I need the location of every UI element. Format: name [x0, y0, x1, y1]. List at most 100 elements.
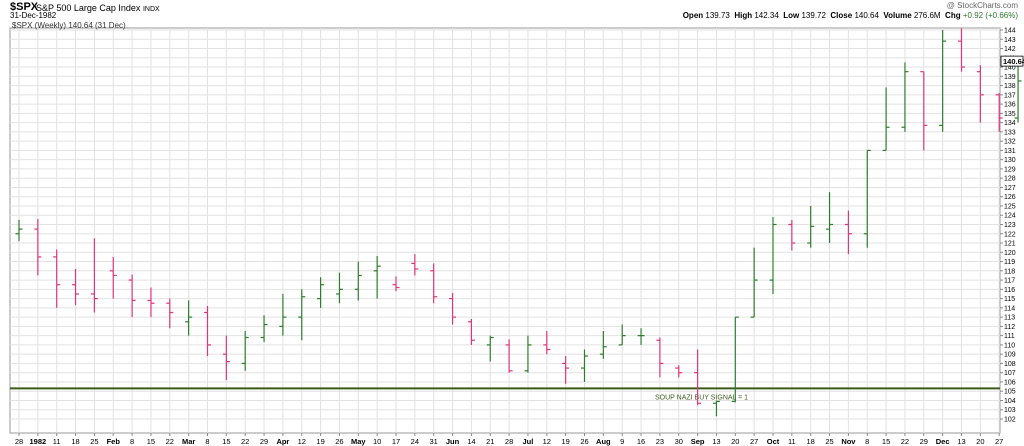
x-tick-label: 28: [505, 437, 513, 446]
ohlc-bar: [581, 349, 588, 382]
ohlc-bar: [562, 356, 570, 384]
x-tick-label: 29: [260, 437, 268, 446]
x-tick-label: 24: [411, 437, 419, 446]
x-tick-label: 15: [147, 437, 155, 446]
ohlc-bar: [298, 289, 306, 341]
ohlc-bar: [505, 339, 513, 373]
y-tick-label: 109: [1004, 352, 1016, 359]
ohlc-bar: [260, 315, 268, 343]
ohlc-bar: [317, 277, 325, 308]
y-tick-label: 124: [1004, 213, 1016, 220]
ohlc-bar: [449, 293, 457, 325]
ohlc-bar: [392, 276, 400, 292]
y-tick-label: 103: [1004, 407, 1016, 414]
y-axis: 102 103 104 105 106 107 108 109 110 111 112 113 114 1…: [1000, 28, 1016, 424]
y-tick-label: 125: [1004, 203, 1016, 210]
ohlc-bar: [128, 274, 136, 318]
y-tick-label: 108: [1004, 361, 1016, 368]
x-tick-label: Aug: [596, 437, 611, 446]
y-tick-label: 139: [1004, 74, 1016, 81]
x-tick-label: 25: [825, 437, 833, 446]
y-tick-label: 135: [1004, 111, 1016, 118]
ohlc-bar: [637, 328, 645, 345]
buy-signal-line: SOUP NAZI BUY SIGNAL = 1: [10, 387, 1000, 401]
index-name: S&P 500 Large Cap Index INDX: [36, 3, 160, 14]
y-tick-label: 121: [1004, 241, 1016, 248]
ohlc-bar: [241, 331, 249, 371]
grid-lines: [10, 28, 1000, 433]
symbol-label: $SPX: [10, 1, 39, 13]
x-tick-label: 21: [486, 437, 494, 446]
date-label: 31-Dec-1982: [10, 11, 57, 20]
y-tick-label: 130: [1004, 157, 1016, 164]
x-tick-label: 9: [620, 437, 624, 446]
x-tick-label: 18: [71, 437, 79, 446]
ohlc-bar: [373, 255, 381, 299]
y-tick-label: 116: [1004, 287, 1015, 294]
y-tick-label: 140: [1004, 65, 1016, 72]
x-tick-label: Dec: [936, 437, 950, 446]
y-tick-label: 112: [1004, 324, 1015, 331]
ohlc-bar: [731, 316, 739, 403]
x-tick-label: Nov: [841, 437, 856, 446]
x-tick-label: 19: [561, 437, 569, 446]
y-tick-label: 107: [1004, 370, 1016, 377]
y-tick-label: 142: [1004, 46, 1016, 53]
y-tick-label: 143: [1004, 37, 1016, 44]
x-tick-label: 13: [957, 437, 965, 446]
x-tick-label: 8: [865, 437, 869, 446]
ohlc-bar: [995, 92, 1003, 132]
ohlc-bar: [618, 324, 626, 346]
x-tick-label: 22: [166, 437, 174, 446]
y-tick-label: 126: [1004, 194, 1016, 201]
x-tick-label: 11: [53, 437, 61, 446]
y-tick-label: 120: [1004, 250, 1016, 257]
y-tick-label: 119: [1004, 259, 1015, 266]
y-tick-label: 129: [1004, 166, 1016, 173]
y-tick-label: 122: [1004, 231, 1016, 238]
ohlc-bar: [863, 149, 871, 248]
x-tick-label: 19: [316, 437, 324, 446]
ohlc-bar: [769, 217, 777, 294]
ohlc-bar: [543, 331, 551, 355]
x-tick-label: Jul: [523, 437, 534, 446]
y-tick-label: 137: [1004, 92, 1016, 99]
x-tick-label: 22: [901, 437, 909, 446]
chart-subtitle: $SPX (Weekly) 140.64 (31 Dec): [12, 21, 126, 30]
y-tick-label: 132: [1004, 139, 1016, 146]
x-tick-label: 28: [15, 437, 23, 446]
y-tick-label: 106: [1004, 379, 1016, 386]
x-tick-label: 10: [373, 437, 381, 446]
x-tick-label: Apr: [276, 437, 289, 446]
watermark: @ StockCharts.com: [946, 1, 1018, 10]
ohlc-bar: [807, 205, 815, 248]
x-tick-label: 26: [580, 437, 588, 446]
y-tick-label: 144: [1004, 28, 1016, 35]
x-tick-label: 17: [392, 437, 400, 446]
x-tick-label: Feb: [107, 437, 121, 446]
y-tick-label: 138: [1004, 83, 1016, 90]
last-price-tag: 140.64: [1000, 55, 1024, 67]
ohlc-bar: [958, 28, 965, 72]
ohlc-bar: [524, 335, 532, 373]
x-tick-label: 31: [430, 437, 438, 446]
x-tick-label: Oct: [767, 437, 780, 446]
ohlc-bar: [675, 365, 683, 378]
x-tick-label: 20: [976, 437, 984, 446]
signal-annotation: SOUP NAZI BUY SIGNAL = 1: [655, 394, 748, 401]
ohlc-bar: [335, 272, 343, 304]
x-tick-label: Mar: [182, 437, 195, 446]
x-tick-label: May: [351, 437, 366, 446]
ohlc-bar: [222, 335, 230, 381]
ohlc-readout: Open 139.73 High 142.34 Low 139.72 Close…: [682, 11, 1018, 20]
y-tick-label: 110: [1004, 342, 1015, 349]
last-price-box: [1000, 55, 1024, 67]
x-tick-label: 16: [637, 437, 645, 446]
x-tick-label: 8: [205, 437, 209, 446]
ohlc-bar: [901, 62, 909, 132]
y-tick-label: 131: [1004, 148, 1016, 155]
ohlc-bar: [72, 268, 80, 306]
y-tick-label: 104: [1004, 398, 1016, 405]
y-tick-label: 128: [1004, 176, 1016, 183]
ohlc-bar: [90, 238, 98, 313]
